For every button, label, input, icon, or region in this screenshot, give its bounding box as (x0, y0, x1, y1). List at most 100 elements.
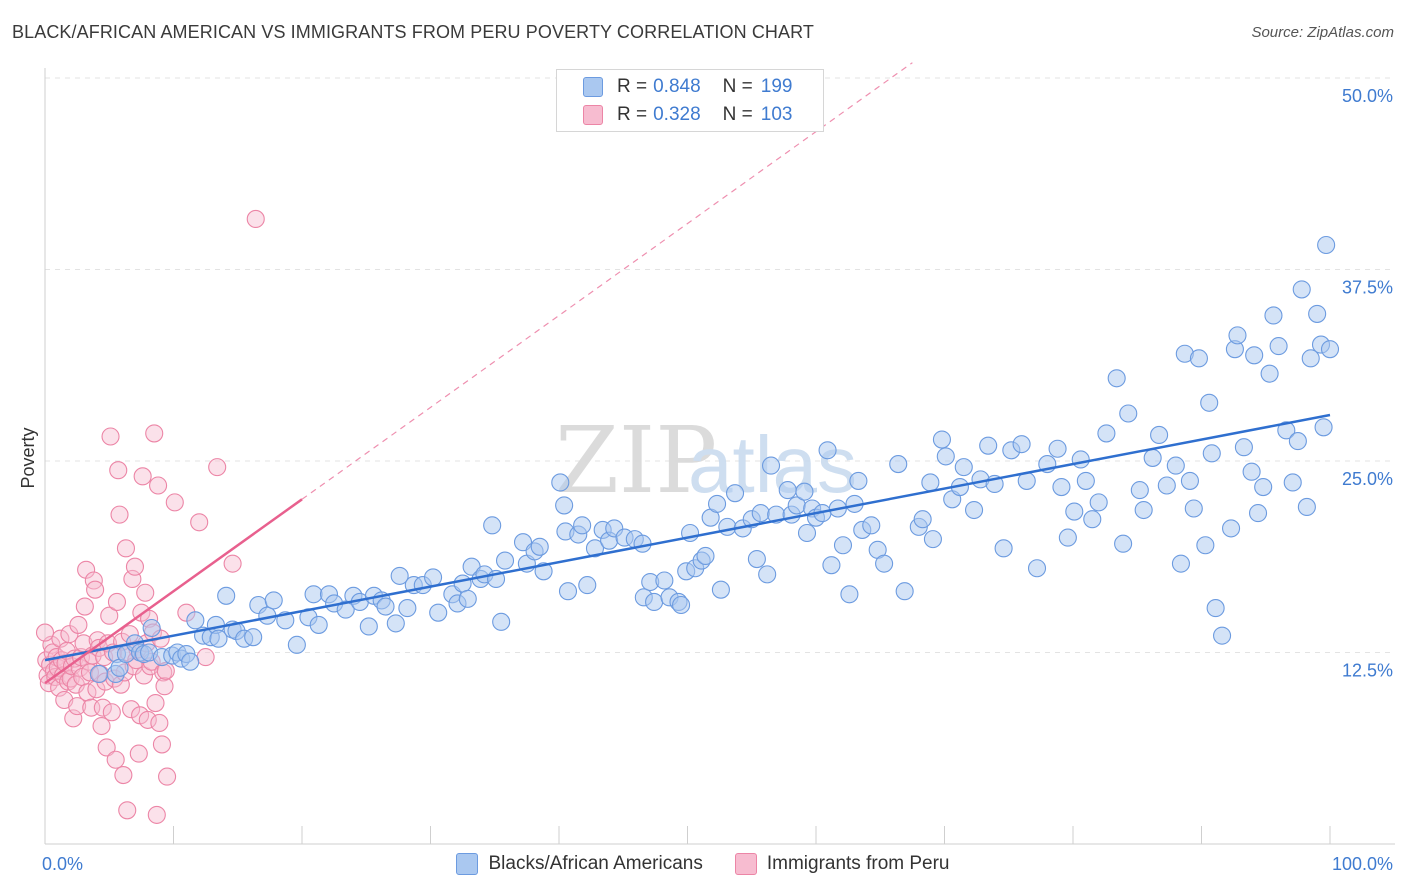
data-point-peru (107, 592, 127, 611)
data-point-blacks (1083, 510, 1102, 529)
data-point-blacks (1254, 477, 1273, 497)
data-point-blacks (398, 599, 417, 618)
data-point-blacks (181, 652, 200, 671)
x-tick-label-min: 0.0% (42, 854, 83, 874)
data-point-blacks (1245, 346, 1264, 365)
data-point-peru (165, 493, 184, 512)
series-legend: Blacks/African Americans Immigrants from… (0, 852, 1406, 876)
data-point-peru (133, 467, 152, 486)
y-tick-label: 25.0% (1342, 469, 1393, 489)
data-point-blacks (1234, 438, 1253, 457)
data-point-peru (75, 597, 94, 616)
data-point-blacks (1277, 421, 1296, 440)
data-point-blacks (390, 566, 409, 585)
watermark: ZIP atlas (555, 407, 857, 514)
data-point-blacks (142, 618, 161, 638)
data-point-peru (223, 554, 242, 573)
data-point-blacks (822, 556, 841, 575)
data-point-blacks (336, 600, 355, 619)
legend-label-peru: Immigrants from Peru (766, 853, 950, 874)
data-point-blacks (217, 586, 236, 605)
data-point-blacks (633, 534, 652, 553)
data-point-blacks (979, 436, 998, 455)
data-point-blacks (672, 595, 691, 615)
chart-title: BLACK/AFRICAN AMERICAN VS IMMIGRANTS FRO… (12, 22, 814, 42)
data-point-blacks (386, 614, 405, 633)
legend-r-label: R = (617, 76, 648, 97)
source-label: Source: ZipAtlas.com (1251, 24, 1394, 41)
data-point-blacks (1202, 444, 1221, 463)
y-axis-label: Poverty (18, 427, 38, 488)
data-point-peru (147, 805, 166, 824)
data-point-peru (196, 648, 215, 667)
data-point-blacks (1292, 280, 1311, 299)
data-point-blacks (1320, 340, 1340, 359)
data-point-blacks (1166, 456, 1185, 475)
data-point-blacks (1052, 477, 1071, 497)
data-point-peru (101, 427, 120, 446)
data-point-blacks (1130, 481, 1149, 500)
data-point-blacks (1196, 536, 1215, 555)
legend-item-blacks[interactable]: Blacks/African Americans (456, 853, 703, 875)
data-point-blacks (492, 612, 511, 631)
legend-row-pink: R = 0.328 N = 103 (557, 101, 792, 129)
data-point-blacks (376, 597, 395, 616)
data-point-blacks (849, 471, 868, 490)
data-point-blacks (1317, 235, 1336, 255)
data-point-blacks (424, 568, 443, 587)
data-point-peru (110, 505, 129, 524)
data-point-peru (35, 623, 55, 642)
axes (44, 68, 1395, 845)
data-point-blacks (1058, 528, 1077, 547)
data-point-blacks (186, 611, 205, 630)
trend-line-peru-extension (301, 62, 913, 500)
data-point-peru (150, 713, 169, 733)
data-point-blacks (304, 585, 323, 604)
data-point-blacks (932, 430, 951, 449)
legend-n-value: 103 (760, 104, 793, 125)
data-point-blacks (287, 635, 306, 654)
data-point-blacks (1184, 499, 1203, 518)
data-point-peru (106, 750, 125, 769)
data-point-blacks (758, 565, 777, 584)
data-point-blacks (1248, 504, 1268, 523)
data-point-blacks (1143, 448, 1162, 467)
data-point-blacks (1071, 450, 1090, 469)
data-point-blacks (936, 447, 955, 466)
data-point-blacks (89, 664, 109, 683)
data-point-blacks (1107, 369, 1126, 388)
data-point-peru (84, 571, 103, 590)
legend-n-label: N = (722, 76, 753, 97)
data-point-blacks (309, 615, 328, 634)
data-point-blacks (1308, 304, 1327, 323)
data-point-blacks (1213, 626, 1232, 645)
data-point-blacks (429, 603, 448, 622)
data-point-peru (190, 513, 209, 532)
data-point-peru (97, 738, 116, 757)
data-point-blacks (585, 539, 605, 558)
data-point-peru (246, 209, 265, 228)
data-point-blacks (1048, 439, 1067, 458)
y-tick-label: 12.5% (1342, 661, 1393, 681)
legend-item-peru[interactable]: Immigrants from Peru (734, 853, 950, 875)
data-point-blacks (1076, 471, 1095, 490)
data-point-blacks (718, 517, 737, 536)
data-point-blacks (875, 554, 894, 573)
data-point-blacks (778, 481, 797, 500)
legend-n-value: 199 (760, 76, 793, 97)
legend-row-blue: R = 0.848 N = 199 (557, 73, 792, 101)
data-point-blacks (530, 537, 549, 556)
data-point-blacks (1264, 306, 1283, 325)
data-point-peru (146, 694, 165, 713)
data-point-blacks (1119, 404, 1138, 423)
data-point-blacks (954, 458, 973, 477)
data-point-blacks (1089, 493, 1108, 512)
data-point-blacks (1189, 349, 1208, 368)
watermark-zip: ZIP (555, 407, 717, 514)
data-point-blacks (1283, 473, 1302, 492)
data-point-blacks (1206, 599, 1225, 618)
data-point-blacks (725, 484, 745, 503)
x-tick-label-max: 100.0% (1332, 854, 1393, 874)
data-point-blacks (840, 585, 859, 604)
data-point-blacks (751, 504, 770, 523)
